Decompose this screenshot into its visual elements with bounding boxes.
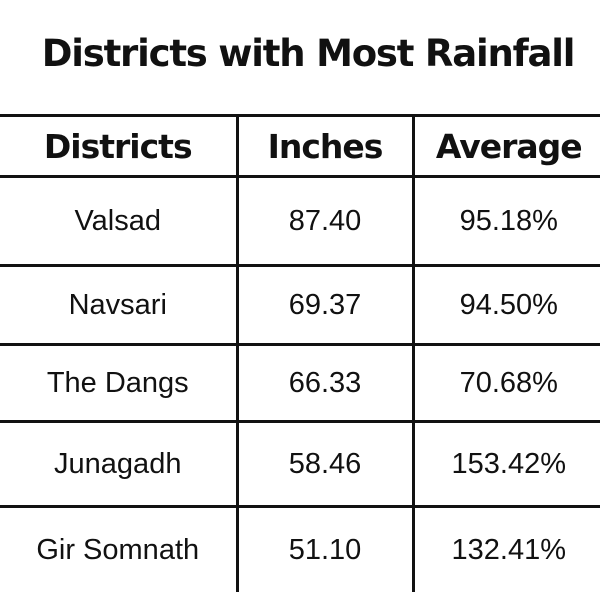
average-cell: 70.68% xyxy=(411,343,600,423)
district-cell: The Dangs xyxy=(0,343,239,423)
district-cell: Gir Somnath xyxy=(0,505,239,592)
inches-cell: 58.46 xyxy=(235,420,415,508)
inches-cell: 69.37 xyxy=(235,264,415,346)
table-row: Valsad 87.40 95.18% xyxy=(0,175,600,267)
rainfall-table: Districts Inches Average Valsad 87.40 95… xyxy=(0,114,600,592)
average-cell: 132.41% xyxy=(411,505,600,592)
inches-cell: 51.10 xyxy=(235,505,415,592)
inches-cell: 66.33 xyxy=(235,343,415,423)
table-row: Navsari 69.37 94.50% xyxy=(0,264,600,346)
table-row: Gir Somnath 51.10 132.41% xyxy=(0,505,600,592)
average-cell: 153.42% xyxy=(411,420,600,508)
average-cell: 95.18% xyxy=(411,175,600,267)
table-row: The Dangs 66.33 70.68% xyxy=(0,343,600,423)
district-cell: Junagadh xyxy=(0,420,239,508)
average-cell: 94.50% xyxy=(411,264,600,346)
table-row: Junagadh 58.46 153.42% xyxy=(0,420,600,508)
table-header-row: Districts Inches Average xyxy=(0,114,600,178)
column-header-inches: Inches xyxy=(235,114,415,178)
column-header-districts: Districts xyxy=(0,114,239,178)
district-cell: Valsad xyxy=(0,175,239,267)
chart-title: Districts with Most Rainfall xyxy=(41,32,576,75)
district-cell: Navsari xyxy=(0,264,239,346)
column-header-average: Average xyxy=(411,114,600,178)
inches-cell: 87.40 xyxy=(235,175,415,267)
